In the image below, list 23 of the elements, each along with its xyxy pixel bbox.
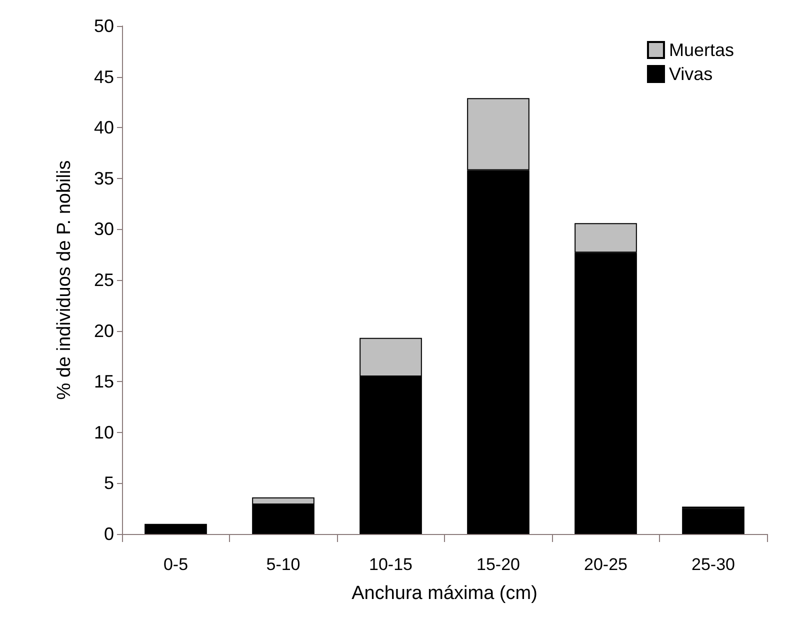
y-tick-label: 40 — [94, 118, 114, 138]
y-tick-label: 25 — [94, 270, 114, 290]
y-axis-title: % de individuos de P. nobilis — [54, 160, 75, 400]
y-tick-label: 35 — [94, 168, 114, 188]
x-tick-label: 0-5 — [163, 555, 188, 574]
y-tick-label: 0 — [104, 524, 114, 544]
y-tick-label: 45 — [94, 66, 114, 87]
x-axis-title: Anchura máxima (cm) — [352, 583, 538, 604]
bar — [144, 524, 207, 534]
y-tick-label: 20 — [94, 320, 114, 341]
x-tick-label: 25-30 — [692, 555, 735, 574]
y-tick-label: 10 — [94, 422, 114, 442]
bar — [682, 508, 744, 534]
y-tick-label: 5 — [104, 473, 114, 494]
x-tick-label: 20-25 — [584, 555, 628, 574]
legend-label: Vivas — [668, 64, 713, 84]
y-tick-label: 50 — [94, 16, 114, 36]
x-tick-label: 5-10 — [266, 555, 300, 574]
y-tick-label: 30 — [94, 219, 114, 240]
x-tick-label: 15-20 — [476, 555, 520, 574]
x-tick-label: 10-15 — [369, 555, 412, 574]
y-tick-label: 15 — [94, 372, 114, 392]
legend-label: Muertas — [668, 40, 734, 60]
